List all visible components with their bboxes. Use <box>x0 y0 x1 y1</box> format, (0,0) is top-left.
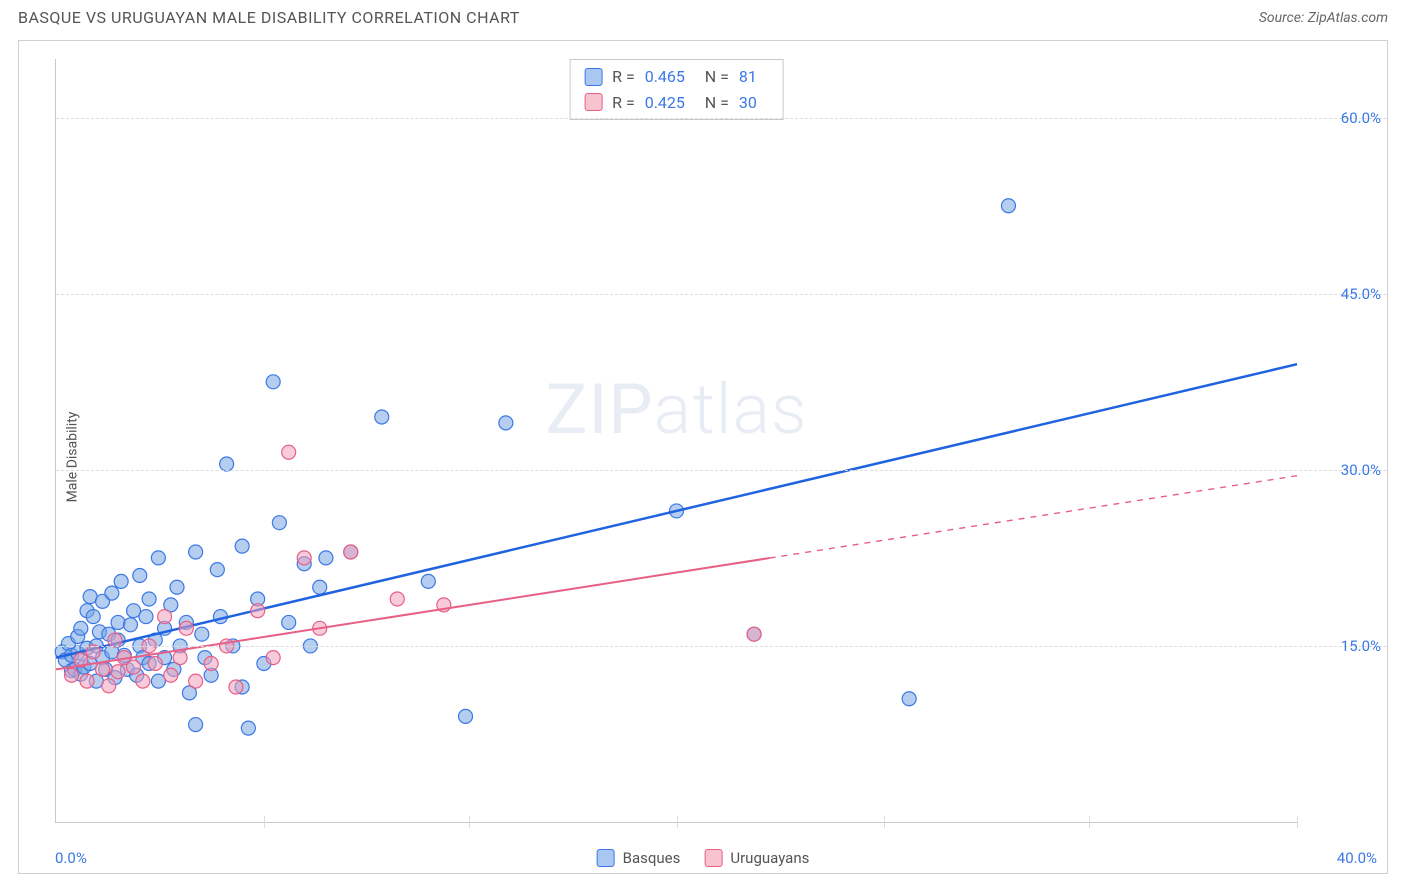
r-value: 0.465 <box>645 64 695 90</box>
scatter-point-uruguayans <box>251 604 265 618</box>
scatter-point-basques <box>189 718 203 732</box>
r-label: R = <box>612 90 635 116</box>
source-attribution: Source: ZipAtlas.com <box>1259 10 1388 26</box>
scatter-svg <box>56 59 1297 822</box>
scatter-point-basques <box>142 592 156 606</box>
gridline-h <box>56 646 1387 647</box>
scatter-point-basques <box>139 610 153 624</box>
legend-item: Uruguayans <box>704 849 809 867</box>
n-value: 81 <box>739 64 769 90</box>
legend-swatch <box>584 93 602 111</box>
scatter-point-basques <box>189 545 203 559</box>
gridline-h <box>56 294 1387 295</box>
scatter-point-uruguayans <box>189 674 203 688</box>
scatter-point-basques <box>313 580 327 594</box>
chart-container: Male Disability ZIPatlas R =0.465N =81R … <box>18 40 1388 874</box>
y-tick-label: 30.0% <box>1341 461 1381 479</box>
x-tick <box>469 816 470 828</box>
correlation-legend: R = 0.465 N = 81 R = 0.425 N = 30 <box>569 59 784 120</box>
scatter-point-uruguayans <box>179 621 193 635</box>
scatter-point-uruguayans <box>204 657 218 671</box>
scatter-point-basques <box>74 621 88 635</box>
gridline-h <box>56 470 1387 471</box>
legend-swatch <box>597 849 615 867</box>
y-tick-label: 45.0% <box>1341 285 1381 303</box>
x-tick <box>677 816 678 828</box>
legend-label: Uruguayans <box>730 849 809 867</box>
plot-area: ZIPatlas R =0.465N =81R =0.425N =30 15.0… <box>55 59 1297 823</box>
scatter-point-uruguayans <box>173 651 187 665</box>
scatter-point-uruguayans <box>390 592 404 606</box>
y-tick-label: 60.0% <box>1341 109 1381 127</box>
legend-top-row: R = 0.465 N = 81 <box>584 64 769 90</box>
trend-line-basques <box>56 364 1297 657</box>
scatter-point-basques <box>902 692 916 706</box>
scatter-point-basques <box>241 721 255 735</box>
scatter-point-basques <box>459 709 473 723</box>
legend-swatch <box>584 68 602 86</box>
legend-swatch <box>704 849 722 867</box>
scatter-point-uruguayans <box>164 668 178 682</box>
legend-label: Basques <box>623 849 681 867</box>
scatter-point-basques <box>195 627 209 641</box>
scatter-point-uruguayans <box>266 651 280 665</box>
scatter-point-basques <box>282 615 296 629</box>
n-value: 30 <box>739 90 769 116</box>
scatter-point-uruguayans <box>158 610 172 624</box>
x-tick <box>1297 816 1298 828</box>
chart-title: BASQUE VS URUGUAYAN MALE DISABILITY CORR… <box>18 8 520 27</box>
scatter-point-uruguayans <box>229 680 243 694</box>
scatter-point-basques <box>111 615 125 629</box>
scatter-point-basques <box>421 574 435 588</box>
gridline-h <box>56 118 1387 119</box>
scatter-point-uruguayans <box>65 668 79 682</box>
scatter-point-uruguayans <box>148 657 162 671</box>
series-legend: Basques Uruguayans <box>597 849 810 867</box>
scatter-point-basques <box>133 568 147 582</box>
x-tick <box>264 816 265 828</box>
scatter-point-uruguayans <box>344 545 358 559</box>
trend-line-ext-uruguayans <box>770 476 1297 558</box>
x-max-label: 40.0% <box>1337 849 1377 867</box>
scatter-point-basques <box>105 586 119 600</box>
n-label: N = <box>705 90 729 116</box>
scatter-point-uruguayans <box>102 679 116 693</box>
n-label: N = <box>705 64 729 90</box>
scatter-point-basques <box>210 563 224 577</box>
scatter-point-uruguayans <box>747 627 761 641</box>
x-tick <box>884 816 885 828</box>
scatter-point-uruguayans <box>127 660 141 674</box>
x-origin-label: 0.0% <box>55 849 87 867</box>
y-tick-label: 15.0% <box>1341 637 1381 655</box>
scatter-point-basques <box>170 580 184 594</box>
scatter-point-basques <box>86 610 100 624</box>
scatter-point-basques <box>123 618 137 632</box>
legend-top-row: R = 0.425 N = 30 <box>584 90 769 116</box>
scatter-point-uruguayans <box>80 674 94 688</box>
scatter-point-uruguayans <box>111 665 125 679</box>
r-label: R = <box>612 64 635 90</box>
scatter-point-uruguayans <box>136 674 150 688</box>
x-tick <box>1089 816 1090 828</box>
scatter-point-uruguayans <box>96 662 110 676</box>
scatter-point-basques <box>266 375 280 389</box>
legend-item: Basques <box>597 849 681 867</box>
scatter-point-basques <box>319 551 333 565</box>
scatter-point-basques <box>235 539 249 553</box>
scatter-point-basques <box>499 416 513 430</box>
scatter-point-uruguayans <box>282 445 296 459</box>
scatter-point-basques <box>114 574 128 588</box>
r-value: 0.425 <box>645 90 695 116</box>
scatter-point-basques <box>375 410 389 424</box>
scatter-point-basques <box>272 516 286 530</box>
scatter-point-basques <box>1001 199 1015 213</box>
scatter-point-uruguayans <box>297 551 311 565</box>
scatter-point-basques <box>151 551 165 565</box>
